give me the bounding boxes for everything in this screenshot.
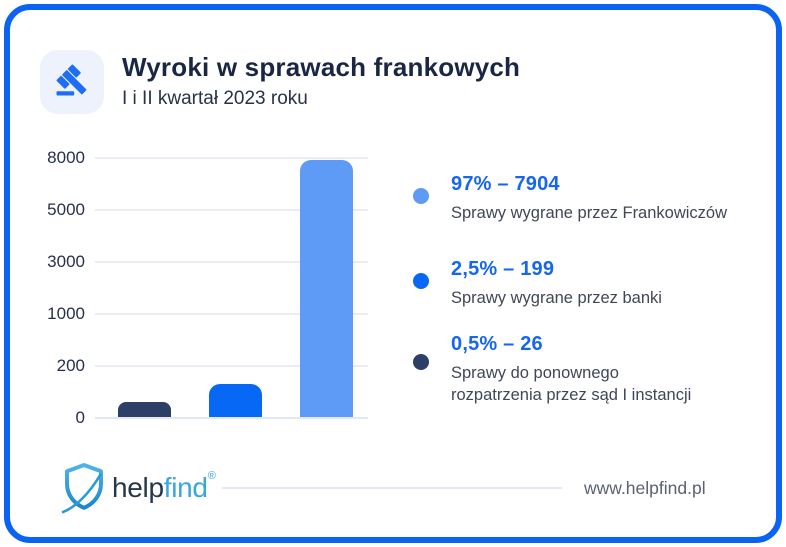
page-title: Wyroki w sprawach frankowych [122, 52, 521, 82]
bar-chart-plot-area [95, 157, 368, 419]
gridline [95, 365, 368, 367]
y-axis-tick-label: 3000 [47, 252, 85, 271]
wordmark-find: find [163, 472, 208, 503]
gridline [95, 157, 368, 159]
legend-dot-lightblue [413, 188, 429, 204]
legend-item-frankowicze: 97% – 7904 Sprawy wygrane przez Frankowi… [413, 172, 727, 224]
footer-divider [222, 487, 562, 489]
helpfind-shield-logo [60, 461, 108, 515]
gridline [95, 417, 368, 419]
legend-value: 2,5% – 199 [451, 258, 555, 280]
y-axis: 8000 5000 3000 1000 200 0 [0, 148, 85, 427]
card-border [4, 4, 782, 543]
y-axis-tick-label: 0 [75, 408, 85, 427]
gavel-icon [56, 64, 88, 101]
gridline [95, 313, 368, 315]
legend-item-banki: 2,5% – 199 Sprawy wygrane przez banki [413, 257, 662, 309]
registered-mark: ® [207, 470, 216, 482]
legend-label: Sprawy do ponownego rozpatrzenia przez s… [451, 364, 692, 404]
legend-value: 97% – 7904 [451, 173, 560, 195]
legend-value: 0,5% – 26 [451, 333, 543, 355]
bar-7904 [300, 160, 353, 417]
legend-dot-navy [413, 354, 429, 370]
legend-label: Sprawy wygrane przez Frankowiczów [451, 204, 728, 222]
gavel-icon-tile [40, 50, 104, 114]
helpfind-wordmark: helpfind® [112, 470, 216, 504]
bar-199 [209, 384, 262, 417]
legend-dot-blue [413, 273, 429, 289]
page-subtitle: I i II kwartał 2023 roku [122, 88, 308, 109]
y-axis-tick-label: 1000 [47, 304, 85, 323]
legend-item-ponowne-rozpatrzenie: 0,5% – 26 Sprawy do ponownego rozpatrzen… [413, 332, 703, 406]
bar-26 [118, 402, 171, 417]
gridline [95, 261, 368, 263]
gridline [95, 209, 368, 211]
y-axis-tick-label: 200 [56, 356, 85, 375]
wordmark-help: help [112, 472, 164, 503]
y-axis-tick-label: 5000 [47, 200, 85, 219]
website-url: www.helpfind.pl [584, 478, 706, 498]
y-axis-tick-label: 8000 [47, 148, 85, 167]
legend-label: Sprawy wygrane przez banki [451, 289, 662, 307]
